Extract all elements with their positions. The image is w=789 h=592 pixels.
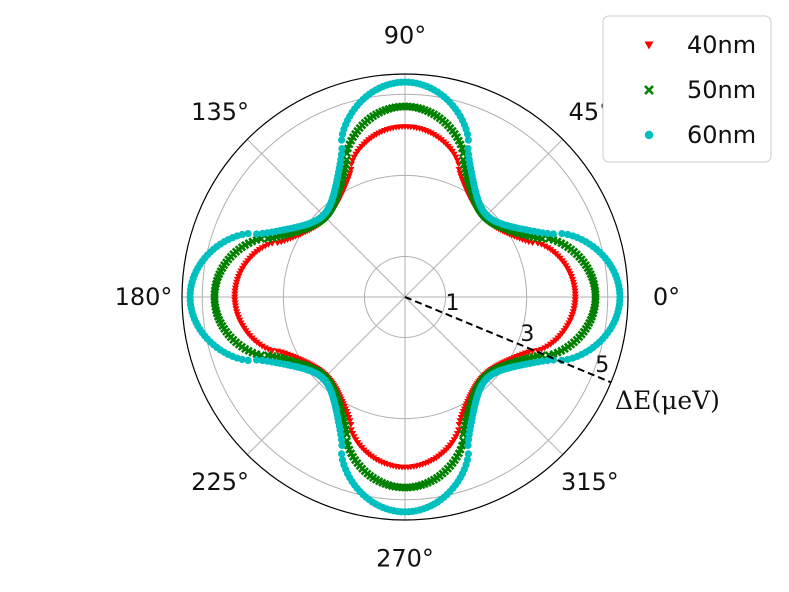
series-point — [338, 136, 346, 144]
series-point — [570, 306, 578, 313]
series-point — [456, 418, 464, 425]
legend-box — [602, 15, 772, 163]
series-point — [569, 309, 577, 315]
series-point — [231, 300, 239, 307]
series-point — [347, 427, 355, 434]
series-point — [273, 240, 282, 247]
series-point — [231, 297, 239, 304]
series-point — [464, 145, 472, 153]
series-point — [244, 356, 252, 364]
series-point — [258, 229, 267, 238]
series-point — [244, 230, 252, 238]
series-point — [464, 136, 472, 144]
series-point — [591, 296, 600, 305]
series-point — [350, 154, 358, 161]
series-point — [350, 434, 358, 441]
series-point — [231, 288, 239, 295]
series-point — [464, 441, 472, 449]
series-point — [264, 242, 273, 248]
series-point — [261, 345, 269, 352]
series-point — [231, 294, 239, 301]
angle-tick-label: 225° — [191, 468, 249, 496]
series-point — [453, 431, 462, 437]
series-point — [571, 291, 579, 298]
radial-axis-line — [404, 296, 612, 384]
angle-tick-label: 315° — [561, 468, 619, 496]
series-point — [338, 130, 347, 138]
legend-label: 40nm — [687, 31, 756, 59]
series-point — [464, 450, 472, 458]
angle-tick-label: 270° — [376, 545, 434, 573]
series-point — [347, 421, 355, 428]
angle-tick-label: 180° — [115, 283, 173, 311]
series-point — [231, 303, 240, 310]
series-point — [571, 288, 579, 295]
series-point — [455, 166, 463, 173]
series-point — [233, 279, 241, 286]
series-point — [232, 306, 240, 313]
series-point — [263, 234, 273, 243]
series-point — [558, 230, 566, 238]
series-point — [346, 170, 354, 177]
series-point — [337, 435, 346, 444]
series-point — [258, 343, 266, 350]
angle-tick-label: 0° — [653, 283, 680, 311]
series-point — [231, 285, 240, 292]
series-point — [549, 230, 557, 238]
series-point — [571, 297, 579, 304]
series-point — [571, 294, 579, 301]
legend-marker — [644, 130, 654, 140]
legend-marker — [644, 41, 654, 50]
radial-tick-label: 1 — [445, 291, 459, 316]
series-point — [338, 441, 346, 449]
legend-marker — [644, 85, 654, 95]
legend-label: 60nm — [687, 121, 756, 149]
series-point — [464, 150, 473, 159]
series-point — [238, 355, 246, 364]
series-point — [268, 348, 276, 354]
series-point — [537, 242, 546, 248]
radial-axis-label: ΔE(μeV) — [615, 386, 720, 415]
series-60nm — [186, 78, 624, 516]
series-point — [338, 450, 346, 458]
series-layer — [186, 78, 624, 516]
series-point — [344, 412, 352, 418]
series-point — [352, 151, 360, 158]
legend-label: 50nm — [687, 76, 756, 104]
series-point — [569, 279, 577, 286]
series-point — [232, 282, 240, 289]
series-point — [570, 303, 579, 310]
radial-tick-label: 3 — [520, 322, 534, 347]
series-point — [348, 431, 357, 437]
series-point — [342, 429, 351, 439]
radial-tick-label: 5 — [595, 353, 609, 378]
series-point — [347, 166, 355, 173]
series-point — [261, 243, 269, 250]
series-point — [570, 282, 578, 289]
series-point — [253, 356, 261, 364]
series-point — [571, 300, 579, 307]
series-point — [345, 415, 353, 421]
angle-tick-label: 135° — [191, 98, 249, 126]
series-point — [456, 170, 464, 177]
series-point — [338, 145, 346, 153]
angle-tick-label: 90° — [384, 21, 427, 49]
series-point — [459, 155, 468, 165]
series-point — [543, 356, 552, 365]
legend: 40nm 50nm 60nm — [602, 15, 772, 163]
series-point — [346, 418, 354, 425]
series-point — [253, 230, 261, 238]
series-point — [568, 312, 577, 318]
series-point — [564, 230, 572, 239]
series-point — [455, 427, 463, 434]
polar-frame — [181, 73, 629, 521]
series-point — [455, 421, 463, 428]
series-point — [616, 297, 624, 305]
series-point — [348, 157, 357, 164]
series-point — [231, 291, 239, 298]
series-point — [570, 285, 579, 292]
series-point — [463, 456, 472, 464]
